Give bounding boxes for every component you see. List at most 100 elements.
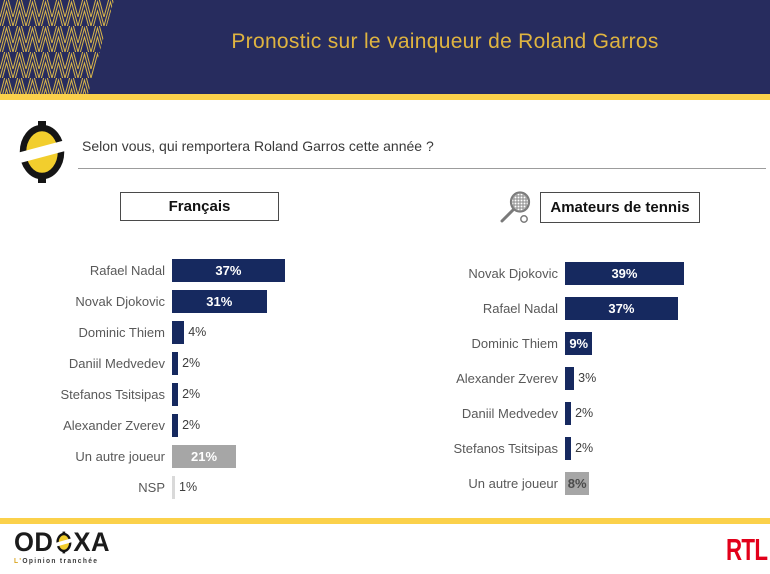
value-label: 39% — [611, 266, 638, 281]
bar-stefanos-tsitsipas — [565, 437, 572, 460]
chart-row: Stefanos Tsitsipas 2% — [405, 431, 765, 466]
chart-francais: Rafael Nadal 37% Novak Djokovic 31% Dominic … — [10, 255, 390, 503]
category-label: Rafael Nadal — [89, 263, 165, 278]
header-divider — [0, 94, 770, 100]
bar-novak-djokovic: 39% — [565, 262, 684, 285]
header: Pronostic sur le vainqueur de Roland Gar… — [0, 0, 770, 94]
category-label: Alexander Zverev — [63, 418, 165, 433]
bar-rafael-nadal: 37% — [565, 297, 678, 320]
bar-area: 1% — [172, 476, 197, 499]
group-label-amateurs: Amateurs de tennis — [540, 192, 700, 223]
value-label: 4% — [188, 325, 207, 340]
category-label: Rafael Nadal — [482, 301, 558, 316]
category-label: Novak Djokovic — [468, 266, 558, 281]
odoxa-tagline-rest: Opinion tranchée — [22, 558, 99, 565]
category-label: Un autre joueur — [468, 476, 558, 491]
bar-area: 31% — [172, 290, 267, 313]
value-label: 1% — [179, 480, 198, 495]
category-label: Daniil Medvedev — [461, 406, 558, 421]
bar-un-autre-joueur: 21% — [172, 445, 237, 468]
bar-area: 39% — [565, 262, 684, 285]
chart-row: Un autre joueur 21% — [10, 441, 390, 472]
chart-row: NSP 1% — [10, 472, 390, 503]
odoxa-logo: OD XA L'Opinion tranchée — [14, 529, 110, 566]
chart-row: Rafael Nadal 37% — [405, 291, 765, 326]
chart-row: Daniil Medvedev 2% — [10, 348, 390, 379]
value-label: 2% — [182, 356, 201, 371]
odoxa-letters-od: OD — [14, 527, 54, 557]
bar-daniil-medvedev — [565, 402, 572, 425]
bar-nsp — [172, 476, 176, 499]
chart-row: Daniil Medvedev 2% — [405, 396, 765, 431]
value-label: 3% — [578, 371, 597, 386]
page-title: Pronostic sur le vainqueur de Roland Gar… — [231, 30, 659, 53]
chart-row: Novak Djokovic 39% — [405, 256, 765, 291]
odoxa-ball-icon — [15, 121, 69, 183]
category-label: Un autre joueur — [75, 449, 165, 464]
bar-area: 4% — [172, 321, 206, 344]
value-label: 2% — [182, 418, 201, 433]
chart-row: Dominic Thiem 9% — [405, 326, 765, 361]
category-label: Stefanos Tsitsipas — [453, 441, 558, 456]
category-label: Daniil Medvedev — [68, 356, 165, 371]
bar-un-autre-joueur: 8% — [565, 472, 590, 495]
bar-area: 9% — [565, 332, 593, 355]
category-label: Stefanos Tsitsipas — [60, 387, 165, 402]
odoxa-ball-glyph-icon — [54, 531, 73, 554]
bar-area: 2% — [172, 383, 200, 406]
chart-row: Rafael Nadal 37% — [10, 255, 390, 286]
bar-area: 2% — [565, 402, 593, 425]
category-label: NSP — [138, 480, 165, 495]
chart-row: Alexander Zverev 3% — [405, 361, 765, 396]
odoxa-tagline-lead: L' — [14, 558, 23, 565]
tennis-racket-icon — [500, 191, 531, 223]
bar-area: 37% — [565, 297, 678, 320]
chart-row: Stefanos Tsitsipas 2% — [10, 379, 390, 410]
bar-daniil-medvedev — [172, 352, 179, 375]
chart-amateurs: Novak Djokovic 39% Rafael Nadal 37% Dominic … — [405, 256, 765, 501]
chart-row: Un autre joueur 8% — [405, 466, 765, 501]
bar-dominic-thiem — [172, 321, 185, 344]
bar-alexander-zverev — [172, 414, 179, 437]
category-label: Alexander Zverev — [456, 371, 558, 386]
category-label: Dominic Thiem — [78, 325, 165, 340]
category-label: Novak Djokovic — [75, 294, 165, 309]
bar-alexander-zverev — [565, 367, 575, 390]
question-text: Selon vous, qui remportera Roland Garros… — [82, 138, 434, 154]
bar-area: 3% — [565, 367, 596, 390]
value-label: 31% — [206, 294, 233, 309]
value-label: 2% — [575, 406, 594, 421]
value-label: 21% — [191, 449, 218, 464]
bar-area: 2% — [172, 414, 200, 437]
value-label: 2% — [575, 441, 594, 456]
chart-row: Dominic Thiem 4% — [10, 317, 390, 348]
bar-stefanos-tsitsipas — [172, 383, 179, 406]
bar-area: 21% — [172, 445, 237, 468]
chart-row: Novak Djokovic 31% — [10, 286, 390, 317]
group-label-francais: Français — [120, 192, 279, 221]
herringbone-pattern-icon — [0, 0, 114, 94]
odoxa-tagline: L'Opinion tranchée — [14, 558, 110, 565]
bar-rafael-nadal: 37% — [172, 259, 285, 282]
bar-area: 2% — [565, 437, 593, 460]
bar-area: 37% — [172, 259, 285, 282]
value-label: 8% — [567, 476, 587, 491]
value-label: 9% — [569, 336, 589, 351]
bar-area: 2% — [172, 352, 200, 375]
bar-novak-djokovic: 31% — [172, 290, 267, 313]
footer-divider — [0, 518, 770, 524]
odoxa-wordmark: OD XA — [14, 529, 110, 556]
question-underline — [78, 168, 766, 169]
bar-area: 8% — [565, 472, 590, 495]
rtl-logo: RTL — [725, 532, 768, 567]
chart-row: Alexander Zverev 2% — [10, 410, 390, 441]
bar-dominic-thiem: 9% — [565, 332, 593, 355]
value-label: 37% — [608, 301, 635, 316]
odoxa-letters-xa: XA — [73, 527, 110, 557]
value-label: 2% — [182, 387, 201, 402]
group-label-amateurs-text: Amateurs de tennis — [550, 199, 690, 216]
group-label-francais-text: Français — [168, 198, 231, 215]
value-label: 37% — [215, 263, 242, 278]
category-label: Dominic Thiem — [471, 336, 558, 351]
